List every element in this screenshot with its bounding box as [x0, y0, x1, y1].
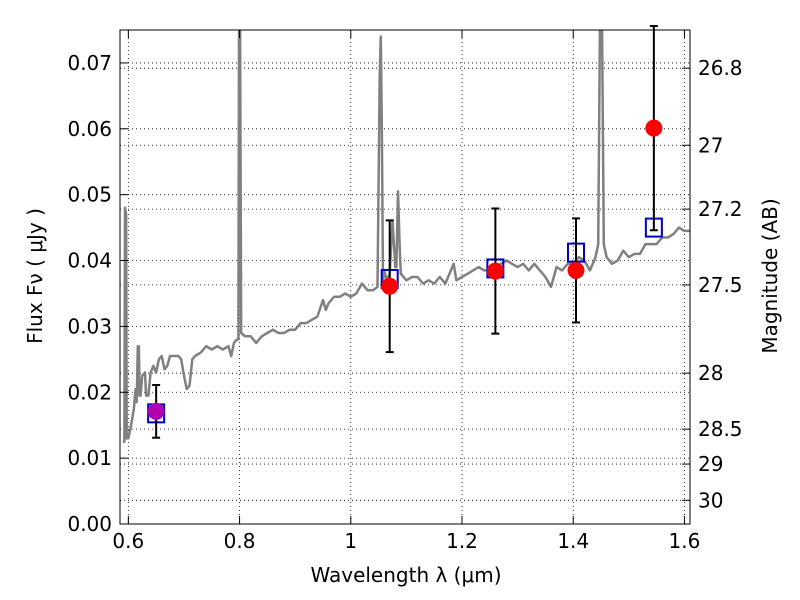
spectrum-line	[122, 30, 690, 443]
y-axis-label: Flux Fν ( μJy )	[23, 208, 47, 344]
x-tick-label: 0.8	[224, 529, 256, 553]
y-tick-label: 0.05	[67, 183, 112, 207]
observed-flux-marker	[486, 262, 504, 280]
plot-frame	[119, 29, 691, 525]
y-tick-label: 0.01	[67, 446, 112, 470]
x-axis-ticks: 0.6 0.8 1 1.2 1.4 1.6	[112, 30, 700, 553]
data-points	[147, 25, 663, 439]
x-tick-label: 1.4	[557, 529, 589, 553]
right-tick-label: 28	[698, 361, 723, 385]
observed-flux-marker	[567, 261, 585, 279]
x-tick-label: 1	[344, 529, 357, 553]
y-tick-label: 0.02	[67, 380, 112, 404]
right-tick-label: 26.8	[698, 56, 743, 80]
y-tick-label: 0.00	[67, 512, 112, 536]
right-tick-label: 27.2	[698, 197, 743, 221]
y-axis-ticks: 0.00 0.01 0.02 0.03 0.04 0.05 0.06 0.07	[67, 51, 128, 536]
y-tick-label: 0.04	[67, 249, 112, 273]
right-tick-label: 28.5	[698, 417, 743, 441]
right-axis-ticks: 26.8 27 27.2 27.5 28 28.5 29 30	[682, 56, 743, 512]
y-tick-label: 0.06	[67, 117, 112, 141]
y-tick-label: 0.03	[67, 314, 112, 338]
right-tick-label: 27	[698, 133, 723, 157]
right-axis-label: Magnitude (AB)	[758, 198, 782, 353]
model-spectrum	[122, 30, 690, 443]
observed-flux-marker	[147, 402, 165, 420]
gridlines	[120, 30, 690, 525]
x-axis-label: Wavelength λ (μm)	[310, 563, 501, 587]
right-tick-label: 29	[698, 452, 723, 476]
y-tick-label: 0.07	[67, 51, 112, 75]
right-tick-label: 30	[698, 488, 723, 512]
x-tick-label: 1.6	[669, 529, 701, 553]
observed-flux-marker	[381, 277, 399, 295]
x-tick-label: 1.2	[446, 529, 478, 553]
observed-flux-marker	[645, 119, 663, 137]
right-tick-label: 27.5	[698, 273, 743, 297]
x-tick-label: 0.6	[112, 529, 144, 553]
